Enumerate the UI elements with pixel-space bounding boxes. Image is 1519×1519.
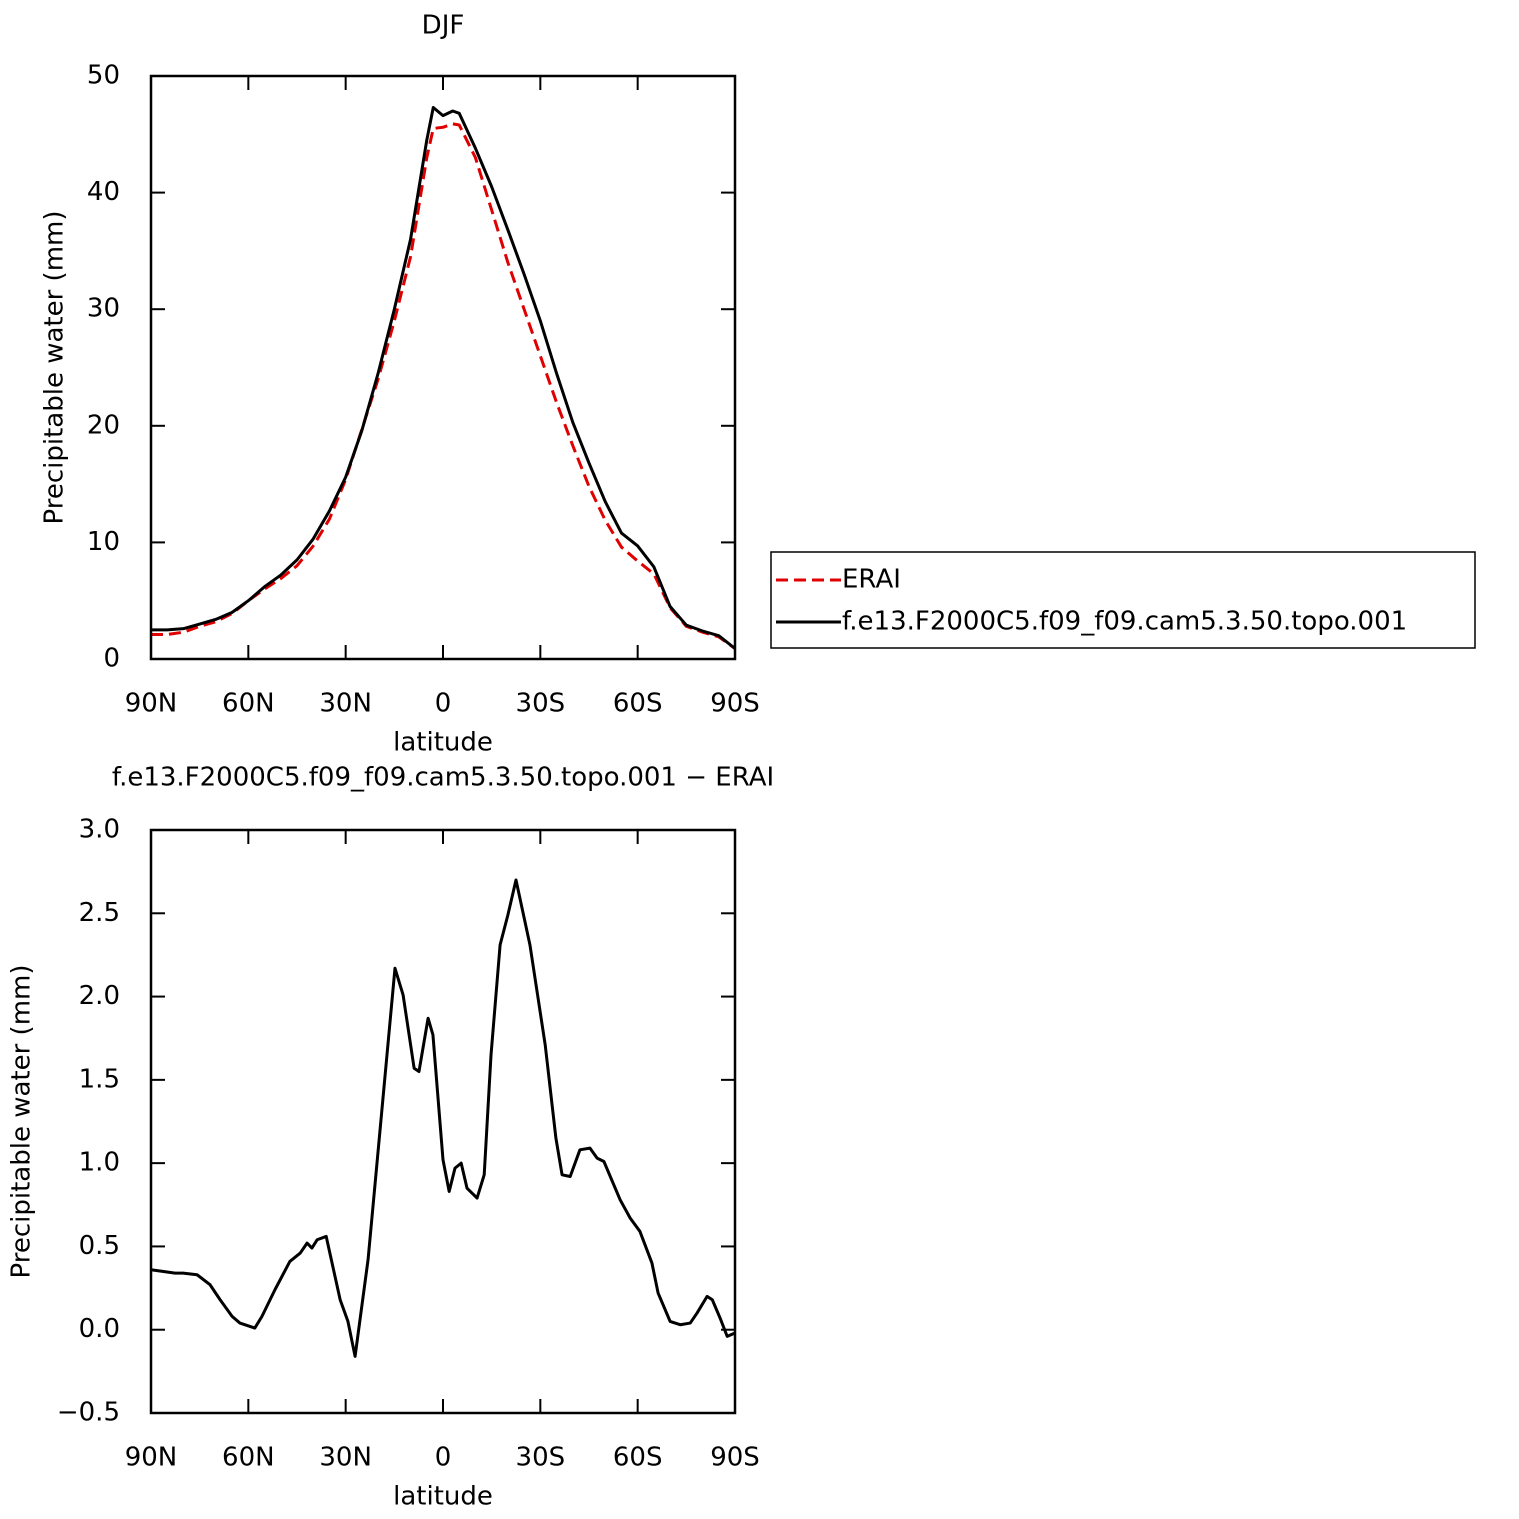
y-tick-label: 20 <box>87 410 120 440</box>
legend-label: f.e13.F2000C5.f09_f09.cam5.3.50.topo.001 <box>842 607 1407 637</box>
x-tick-label: 30N <box>319 689 372 719</box>
chart-title: DJF <box>422 11 465 41</box>
x-tick-label: 30S <box>516 689 566 719</box>
legend-box <box>770 551 1476 649</box>
y-tick-label: 1.5 <box>79 1064 120 1094</box>
x-tick-label: 90S <box>710 689 760 719</box>
y-tick-label: 40 <box>87 177 120 207</box>
x-tick-label: 30S <box>516 1443 566 1473</box>
x-tick-label: 0 <box>435 689 452 719</box>
y-tick-label: 0 <box>103 644 120 674</box>
data-line <box>151 122 736 650</box>
y-tick-label: 30 <box>87 294 120 324</box>
x-tick-label: 60N <box>222 1443 275 1473</box>
x-tick-label: 90S <box>710 1443 760 1473</box>
x-tick-label: 60N <box>222 689 275 719</box>
x-axis-title: latitude <box>393 1482 493 1512</box>
y-tick-label: −0.5 <box>57 1398 120 1428</box>
y-tick-label: 1.0 <box>79 1148 120 1178</box>
y-axis-title: Precipitable water (mm) <box>7 965 37 1279</box>
plot-frame <box>149 828 737 1415</box>
chart-title: f.e13.F2000C5.f09_f09.cam5.3.50.topo.001… <box>112 763 774 793</box>
y-axis-title: Precipitable water (mm) <box>40 211 70 525</box>
x-axis-title: latitude <box>393 728 493 758</box>
legend-label: ERAI <box>842 565 901 595</box>
x-tick-label: 30N <box>319 1443 372 1473</box>
x-tick-label: 90N <box>125 1443 178 1473</box>
x-tick-label: 0 <box>435 1443 452 1473</box>
data-line <box>151 105 736 650</box>
y-tick-label: 3.0 <box>79 815 120 845</box>
y-tick-label: 0.5 <box>79 1231 120 1261</box>
x-tick-label: 60S <box>613 1443 663 1473</box>
y-tick-label: 10 <box>87 527 120 557</box>
x-tick-label: 60S <box>613 689 663 719</box>
y-tick-label: 0.0 <box>79 1314 120 1344</box>
plot-frame <box>149 74 737 661</box>
y-tick-label: 2.5 <box>79 898 120 928</box>
x-tick-label: 90N <box>125 689 178 719</box>
y-tick-label: 2.0 <box>79 981 120 1011</box>
y-tick-label: 50 <box>87 61 120 91</box>
data-line <box>150 878 736 1358</box>
